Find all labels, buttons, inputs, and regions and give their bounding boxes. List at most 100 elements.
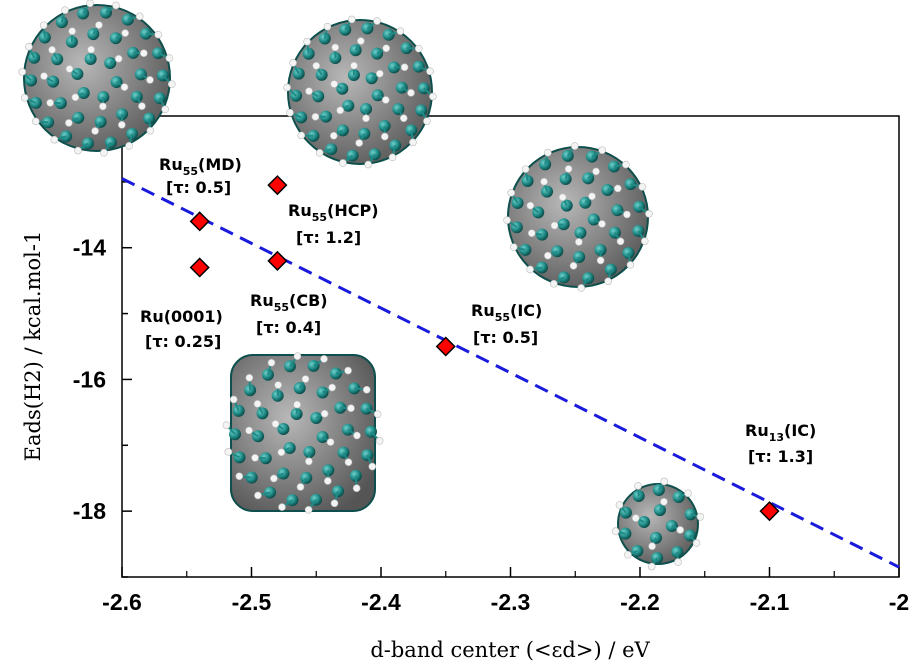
- h-atom: [373, 410, 382, 418]
- data-point: [435, 336, 456, 357]
- ru-atom: [334, 401, 347, 414]
- annotation-tau: [τ: 0.5]: [166, 178, 231, 197]
- h-atom: [253, 400, 262, 408]
- h-atom: [527, 229, 536, 237]
- ru-atom: [378, 120, 391, 133]
- h-atom: [614, 184, 622, 193]
- h-atom: [592, 167, 600, 176]
- ru-atom: [51, 53, 64, 66]
- h-atom: [544, 251, 552, 260]
- h-atom: [274, 381, 282, 389]
- ru-atom: [339, 23, 352, 36]
- h-atom: [305, 457, 313, 466]
- data-point: [267, 250, 288, 271]
- h-atom: [86, 0, 94, 8]
- h-atom: [396, 27, 405, 35]
- h-atom: [50, 135, 59, 144]
- h-atom: [375, 437, 384, 445]
- annotation-label: Ru55(HCP): [288, 201, 379, 224]
- h-atom: [114, 54, 123, 63]
- h-atom: [409, 138, 417, 147]
- y-tick-label: -18: [73, 498, 106, 524]
- ru-atom: [358, 127, 371, 140]
- h-atom: [40, 72, 48, 80]
- ru-atom: [264, 486, 277, 499]
- h-atom: [631, 514, 640, 522]
- x-tick-label: -2.6: [102, 589, 142, 615]
- h-atom: [674, 558, 682, 566]
- h-atom: [407, 89, 415, 97]
- ru-atom: [312, 90, 325, 103]
- ru-atom: [585, 150, 598, 163]
- h-atom: [286, 108, 294, 117]
- ru-atom: [608, 160, 621, 173]
- h-atom: [315, 149, 324, 157]
- h-atom: [87, 45, 95, 54]
- h-atom: [271, 420, 280, 428]
- h-atom: [61, 6, 69, 14]
- annotation-label: Ru55(IC): [471, 301, 542, 324]
- ru-atom: [233, 451, 246, 464]
- h-atom: [229, 395, 238, 404]
- ru-atom: [558, 271, 571, 284]
- data-point: [267, 175, 288, 196]
- h-atom: [373, 17, 381, 25]
- h-atom: [615, 501, 624, 509]
- h-atom: [71, 93, 80, 102]
- annotation-ru55-hcp: Ru55(HCP) [τ: 1.2]: [288, 201, 379, 247]
- ru-atom: [47, 75, 60, 88]
- ru-atom: [652, 484, 665, 497]
- h-atom: [328, 383, 336, 392]
- h-atom: [624, 550, 632, 559]
- h-atom: [39, 21, 48, 30]
- ru-atom: [259, 452, 272, 465]
- ru-atom: [77, 86, 90, 99]
- ru-atom: [400, 42, 413, 55]
- h-atom: [331, 43, 340, 52]
- h-atom: [429, 92, 437, 101]
- h-atom: [324, 477, 332, 485]
- h-atom: [634, 482, 642, 490]
- h-atom: [550, 221, 559, 230]
- h-atom: [222, 421, 231, 429]
- x-tick-label: -2.3: [491, 589, 531, 615]
- h-atom: [544, 148, 552, 157]
- h-atom: [626, 261, 635, 269]
- h-atom: [676, 526, 685, 534]
- h-atom: [251, 454, 259, 462]
- h-atom: [270, 474, 278, 483]
- ru-atom: [361, 449, 374, 462]
- h-atom: [507, 189, 516, 197]
- h-atom: [376, 69, 384, 78]
- h-atom: [611, 527, 620, 536]
- h-atom: [509, 243, 518, 251]
- h-atom: [320, 355, 328, 363]
- h-atom: [660, 497, 668, 506]
- h-atom: [344, 458, 353, 466]
- annotation-ru13-ic: Ru13(IC) [τ: 1.3]: [745, 421, 816, 466]
- h-atom: [382, 44, 391, 53]
- ru-atom: [651, 551, 664, 564]
- y-tick-label: -14: [73, 235, 106, 261]
- ru-atom: [671, 546, 684, 559]
- annotation-ru0001: Ru(0001) [τ: 0.25]: [140, 307, 223, 351]
- annotation-ru55-ic: Ru55(IC) [τ: 0.5]: [471, 301, 542, 347]
- ru55-cb-cluster-image: [222, 352, 384, 514]
- h-atom: [347, 404, 355, 412]
- h-atom: [638, 183, 647, 191]
- ru-atom: [28, 51, 41, 64]
- h-atom: [301, 375, 310, 383]
- h-atom: [339, 159, 347, 167]
- ru-atom: [622, 247, 635, 260]
- h-atom: [140, 49, 148, 57]
- ru-atom: [252, 430, 265, 443]
- h-atom: [558, 193, 567, 202]
- h-atom: [326, 438, 335, 446]
- h-atom: [526, 201, 535, 210]
- ru-atom: [342, 99, 355, 112]
- h-atom: [293, 400, 301, 409]
- h-atom: [267, 358, 276, 367]
- h-atom: [352, 484, 361, 493]
- h-atom: [297, 131, 306, 140]
- h-atom: [380, 132, 389, 141]
